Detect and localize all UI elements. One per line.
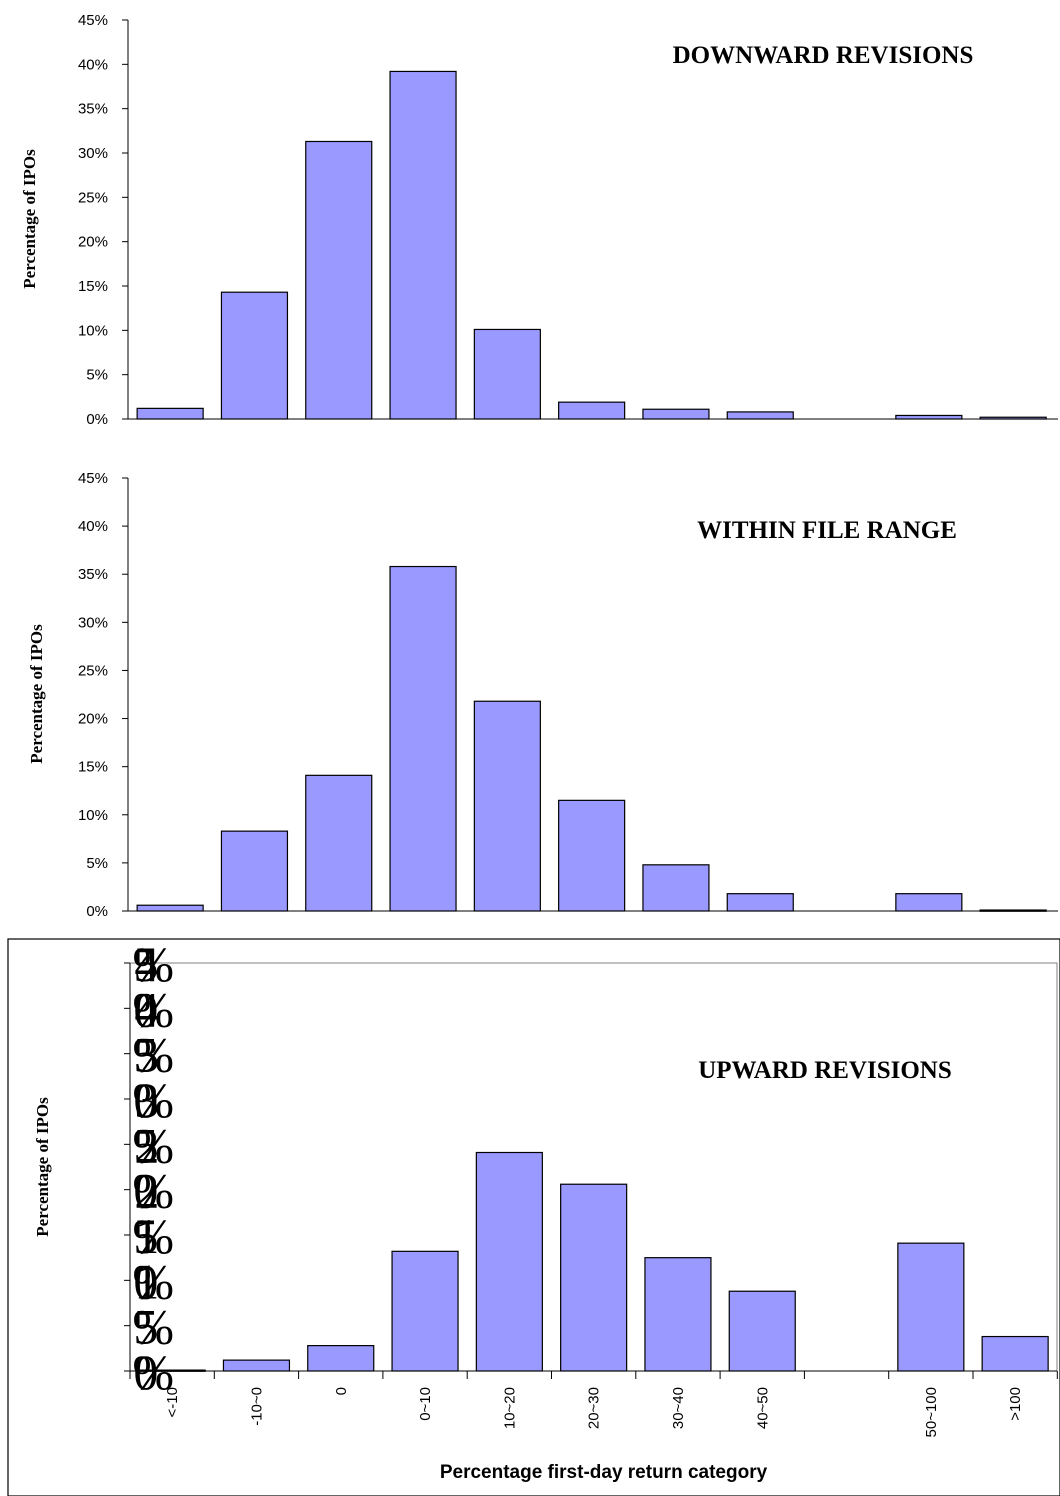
bar-50~100 xyxy=(895,893,963,912)
y-tick-label: 20% xyxy=(78,711,108,728)
bar->100 xyxy=(979,909,1047,912)
chart-title: UPWARD REVISIONS xyxy=(698,1057,952,1084)
y-axis-label: Percentage of IPOs xyxy=(33,1097,52,1237)
panel3-border xyxy=(7,938,1060,1496)
bar--10~0 xyxy=(220,291,289,420)
x-axis-label: Percentage first-day return category xyxy=(440,1462,768,1483)
bar-<-10 xyxy=(136,904,204,912)
y-tick-label: 25% xyxy=(78,662,108,679)
y-tick-label: 35% xyxy=(78,566,108,583)
y-tick-label: 40% xyxy=(78,518,108,535)
panel-2: 0% 5% 10% 15% 20% 25% 30% 35% 40% 45% Percentage o… xyxy=(27,470,1058,920)
bar-10~20 xyxy=(473,700,541,912)
chart-title: DOWNWARD REVISIONS xyxy=(673,42,974,69)
x-tick-label: >100 xyxy=(1007,1387,1024,1421)
panel-1: 0% 5% 10% 15% 20% 25% 30% 35% 40% 45% Percentage o… xyxy=(20,12,1058,428)
y-tick-label: 10% xyxy=(78,807,108,824)
y-tick-label: 45% xyxy=(78,470,108,487)
x-tick-label: -10~0 xyxy=(248,1387,265,1426)
x-tick-label: <-10 xyxy=(164,1387,181,1417)
y-axis-label: Percentage of IPOs xyxy=(27,624,46,764)
y-tick-label: 0% xyxy=(86,903,108,920)
bar-0~10 xyxy=(389,70,457,420)
bar-0 xyxy=(305,774,373,912)
bar-20~30 xyxy=(558,401,626,420)
x-tick-label: 10~20 xyxy=(501,1387,518,1429)
y-tick-label: 15% xyxy=(78,759,108,776)
y-tick-label: 45% xyxy=(78,12,108,29)
bar-<-10 xyxy=(136,407,204,420)
bar--10~0 xyxy=(222,1359,291,1372)
y-tick-label: 5% xyxy=(86,855,108,872)
bar-0 xyxy=(305,140,373,420)
bar-50~100 xyxy=(895,414,963,420)
y-tick-label: 20% xyxy=(78,234,108,251)
x-tick-label: 30~40 xyxy=(670,1387,687,1429)
bar-40~50 xyxy=(728,1290,796,1372)
bar->100 xyxy=(981,1335,1049,1372)
bar-30~40 xyxy=(642,408,710,420)
y-tick-label: 25% xyxy=(78,189,108,206)
x-tick-label: 0 xyxy=(333,1387,350,1395)
chart-title: WITHIN FILE RANGE xyxy=(697,517,957,544)
bar-20~30 xyxy=(560,1183,628,1372)
y-tick-label: 30% xyxy=(78,145,108,162)
bar-10~20 xyxy=(475,1151,543,1372)
y-axis-label: Percentage of IPOs xyxy=(20,149,39,289)
bar-0~10 xyxy=(389,565,457,912)
x-tick-label: 40~50 xyxy=(754,1387,771,1429)
bar-40~50 xyxy=(726,411,794,420)
x-tick-label: 50~100 xyxy=(923,1387,940,1437)
y-tick-label: 35% xyxy=(78,101,108,118)
y-tick-label: 0% xyxy=(86,411,108,428)
y-tick-label: 10% xyxy=(78,322,108,339)
y-tick-label: 45% xyxy=(133,936,172,992)
y-tick-label: 30% xyxy=(78,614,108,631)
bar-<-10 xyxy=(138,1369,206,1372)
y-tick-label: 5% xyxy=(86,367,108,384)
bar--10~0 xyxy=(220,830,289,912)
bar-40~50 xyxy=(726,893,794,912)
x-tick-label: 20~30 xyxy=(586,1387,603,1429)
y-tick-label: 40% xyxy=(78,56,108,73)
bar-30~40 xyxy=(642,864,710,912)
bar-10~20 xyxy=(473,328,541,420)
bar->100 xyxy=(979,416,1047,420)
bar-0 xyxy=(307,1345,375,1372)
bar-30~40 xyxy=(644,1257,712,1372)
bar-50~100 xyxy=(897,1242,965,1372)
panel-3: 0%5%10%15%20%25%30%35%40%45%Percentage o… xyxy=(33,936,1058,1483)
y-tick-label: 15% xyxy=(78,278,108,295)
bar-0~10 xyxy=(391,1250,459,1372)
bar-20~30 xyxy=(558,799,626,912)
x-tick-label: 0~10 xyxy=(417,1387,434,1421)
